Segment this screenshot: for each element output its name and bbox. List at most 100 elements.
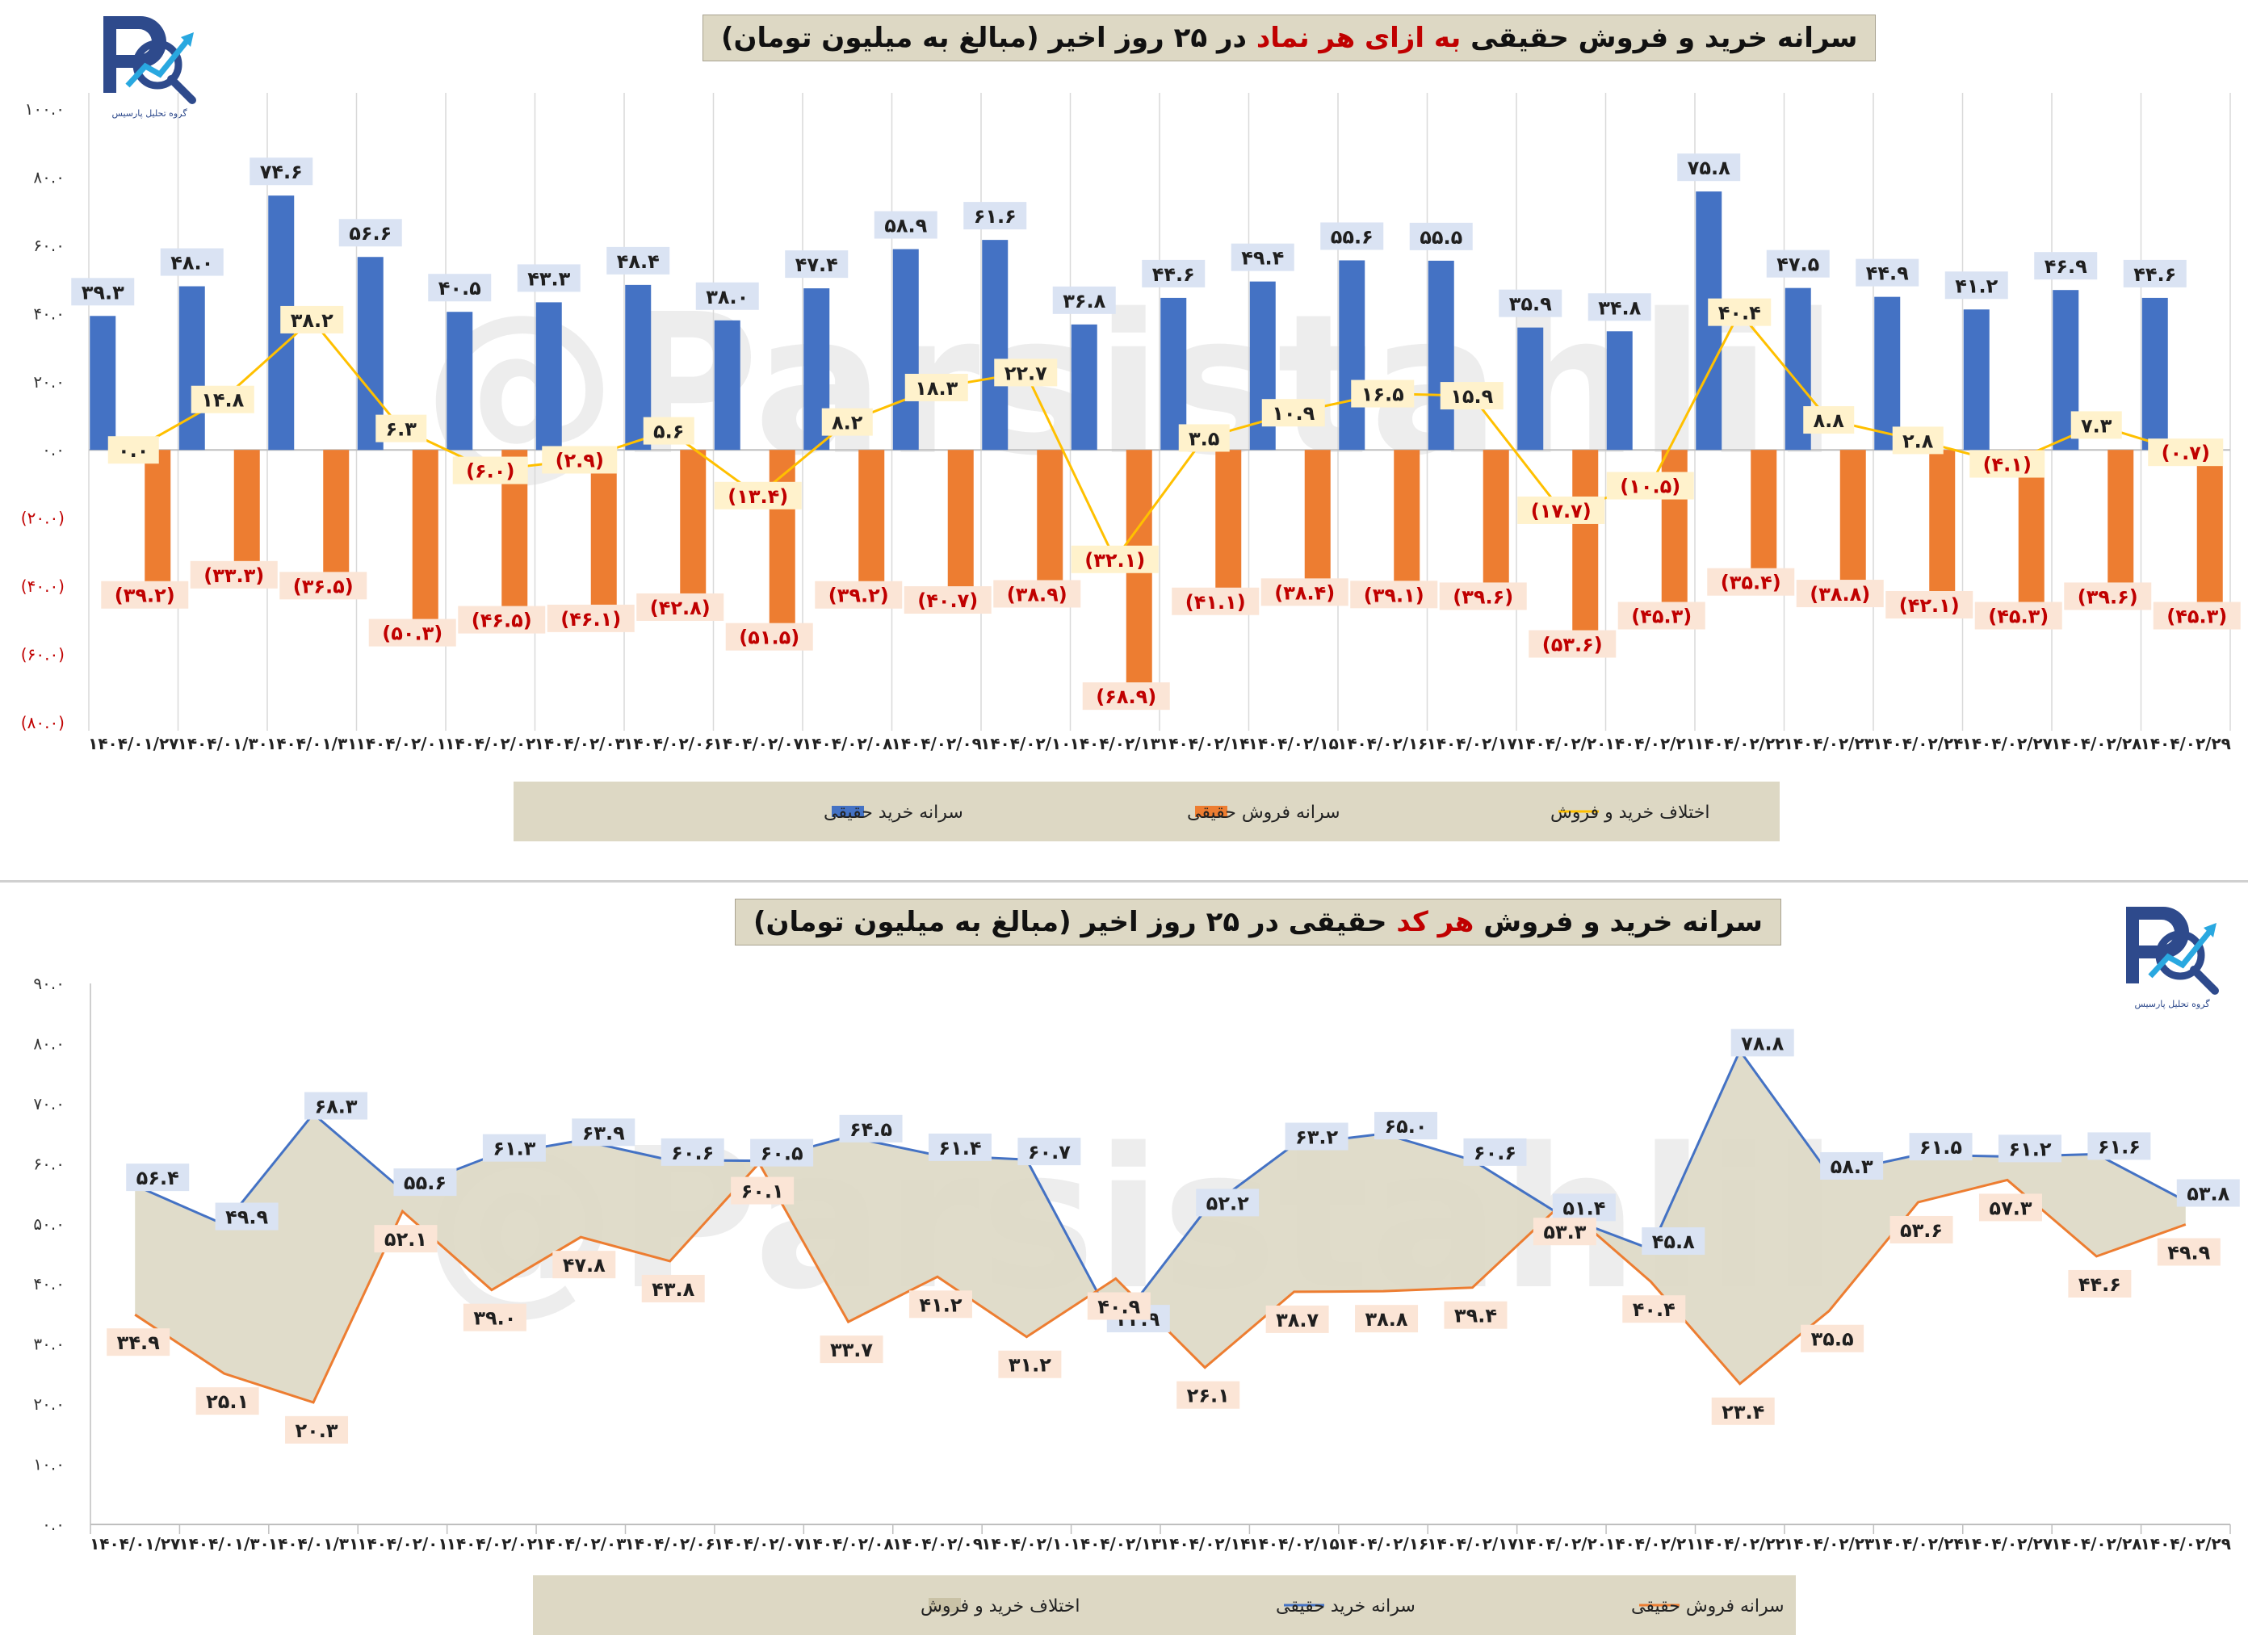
area-line-chart: @Parsistahlil۹۰.۰۸۰.۰۷۰.۰۶۰.۰۵۰.۰۴۰.۰۳۰.… — [33, 974, 2240, 1635]
sell-data-label: ۴۱.۲ — [919, 1294, 962, 1316]
y-tick-label: ۱۰۰.۰ — [25, 99, 65, 119]
diff-data-label: ۴۰.۴ — [1718, 302, 1761, 325]
sell-data-label-bg — [458, 606, 546, 634]
x-tick-label: ۱۴۰۴/۰۱/۳۰ — [178, 734, 268, 753]
diff-data-label-bg — [1708, 298, 1772, 326]
x-tick-label: ۱۴۰۴/۰۲/۲۷ — [1962, 1534, 2053, 1553]
bar-line-chart: @Parsistahlil۱۰۰.۰۸۰.۰۶۰.۰۴۰.۰۲۰.۰۰.۰(۲۰… — [21, 93, 2241, 841]
sell-data-label: ۵۳.۳ — [1543, 1221, 1586, 1243]
diff-data-label-bg — [542, 446, 618, 474]
sell-data-label-bg — [463, 1303, 526, 1331]
buy-bar — [2141, 297, 2168, 451]
sell-data-label: (۳۶.۵) — [293, 575, 354, 597]
diff-data-label: (۴.۱) — [1983, 454, 2032, 476]
logo-caption: گروه تحلیل پارسیس — [111, 108, 187, 119]
x-tick-label: ۱۴۰۴/۰۲/۱۵ — [1248, 734, 1339, 753]
sell-data-label: (۳۹.۱) — [1364, 584, 1424, 606]
diff-data-label: ۳.۵ — [1189, 427, 1219, 450]
buy-data-label: ۳۵.۹ — [1509, 293, 1552, 316]
x-tick-label: ۱۴۰۴/۰۲/۲۲ — [1694, 734, 1785, 753]
buy-data-label: ۶۰.۶ — [671, 1142, 714, 1164]
chart-panel-per-code: سرانه خرید و فروش هر کد حقیقی در ۲۵ روز … — [0, 883, 2248, 1652]
sell-bar — [2108, 450, 2134, 585]
buy-data-label: ۴۹.۹ — [225, 1206, 268, 1229]
diff-data-label-bg — [375, 414, 427, 442]
sell-bar — [1751, 450, 1777, 571]
sell-data-label-bg — [2068, 1269, 2132, 1298]
x-tick-label: ۱۴۰۴/۰۲/۰۸ — [802, 734, 892, 753]
buy-bar — [714, 320, 740, 451]
sell-data-label-bg — [1707, 568, 1795, 596]
sell-data-label: ۴۷.۸ — [563, 1254, 606, 1277]
x-tick-label: ۱۴۰۴/۰۲/۲۸ — [2051, 734, 2141, 753]
buy-data-label: ۶۱.۴ — [938, 1137, 981, 1159]
sell-data-label: ۴۰.۴ — [1633, 1298, 1676, 1321]
sell-data-label-bg — [2064, 582, 2152, 610]
sell-bar — [1037, 450, 1063, 583]
buy-data-label-bg — [874, 211, 937, 239]
buy-data-label: ۶۵.۰ — [1385, 1115, 1428, 1138]
buy-data-label-bg — [785, 250, 849, 279]
x-tick-label: ۱۴۰۴/۰۲/۱۶ — [1337, 734, 1428, 753]
sell-bar — [680, 450, 707, 596]
sell-bar — [1483, 450, 1509, 585]
sell-data-label-bg — [998, 1350, 1062, 1378]
buy-data-label: ۶۳.۹ — [582, 1122, 625, 1144]
y-tick-label: ۲۰.۰ — [33, 372, 65, 392]
buy-data-label-bg — [1766, 249, 1830, 278]
x-tick-label: ۱۴۰۴/۰۲/۱۵ — [1248, 1534, 1339, 1553]
buy-data-label: ۴۴.۹ — [1866, 262, 1909, 285]
buy-data-label-bg — [71, 278, 135, 306]
sell-data-label-bg — [1172, 587, 1260, 615]
diff-data-label: (۰.۷) — [2162, 442, 2210, 464]
y-tick-label: ۲۰.۰ — [33, 1394, 65, 1414]
buy-data-label-bg — [1052, 286, 1116, 314]
x-tick-label: ۱۴۰۴/۰۲/۲۰ — [1516, 1534, 1607, 1553]
buy-bar — [1606, 331, 1633, 451]
x-tick-label: ۱۴۰۴/۰۲/۰۶ — [625, 1534, 715, 1553]
buy-data-label: ۵۸.۳ — [1831, 1155, 1873, 1178]
buy-bar — [1874, 296, 1901, 451]
buy-data-label: ۶۸.۳ — [315, 1096, 358, 1118]
x-tick-label: ۱۴۰۴/۰۲/۰۱ — [356, 734, 447, 753]
buy-data-label: ۵۶.۶ — [349, 222, 392, 245]
x-tick-label: ۱۴۰۴/۰۲/۰۸ — [803, 1534, 893, 1553]
diff-data-label: ۵.۶ — [653, 421, 684, 443]
sell-data-label-bg — [195, 1387, 259, 1415]
buy-data-label-bg — [839, 1114, 903, 1143]
sell-data-label-bg — [2157, 1238, 2221, 1266]
diff-data-label: ۱۸.۳ — [915, 377, 958, 400]
sell-data-label-bg — [1355, 1305, 1419, 1333]
x-tick-label: ۱۴۰۴/۰۲/۱۴ — [1160, 1534, 1250, 1553]
diff-data-label-bg — [280, 305, 344, 333]
sell-data-label-bg — [190, 560, 278, 589]
buy-bar — [178, 286, 205, 451]
sell-data-label-bg — [107, 1328, 170, 1356]
buy-data-label-bg — [1017, 1138, 1081, 1166]
buy-bar — [982, 240, 1009, 451]
buy-data-label: ۷۵.۸ — [1688, 157, 1730, 179]
sell-data-label: (۳۵.۴) — [1721, 572, 1781, 594]
buy-data-label-bg — [338, 219, 402, 247]
sell-data-label: (۵۰.۳) — [382, 623, 442, 645]
x-tick-label: ۱۴۰۴/۰۲/۱۴ — [1159, 734, 1249, 753]
legend-label: اختلاف خرید و فروش — [921, 1596, 1080, 1616]
buy-data-label: ۳۶.۸ — [1063, 290, 1105, 312]
x-tick-label: ۱۴۰۴/۰۲/۲۷ — [1962, 734, 2053, 753]
sell-data-label-bg — [1711, 1397, 1775, 1425]
buy-data-label-bg — [1463, 1138, 1527, 1166]
x-tick-label: ۱۴۰۴/۰۲/۲۱ — [1605, 1534, 1696, 1553]
y-tick-label: ۶۰.۰ — [33, 236, 65, 255]
buy-data-label-bg — [250, 157, 313, 186]
buy-data-label-bg — [1909, 1133, 1973, 1161]
sell-data-label-bg — [904, 586, 992, 614]
x-tick-label: ۱۴۰۴/۰۲/۲۸ — [2051, 1534, 2141, 1553]
legend-swatch — [929, 1598, 961, 1612]
sell-data-label-bg — [1087, 1292, 1151, 1320]
buy-data-label-bg — [572, 1118, 635, 1147]
buy-data-label-bg — [126, 1164, 190, 1192]
sell-data-label-bg — [101, 581, 189, 609]
diff-data-label: ۱۰.۹ — [1272, 402, 1315, 425]
sell-data-label-bg — [908, 1290, 972, 1319]
buy-data-label: ۴۶.۹ — [2045, 255, 2087, 278]
